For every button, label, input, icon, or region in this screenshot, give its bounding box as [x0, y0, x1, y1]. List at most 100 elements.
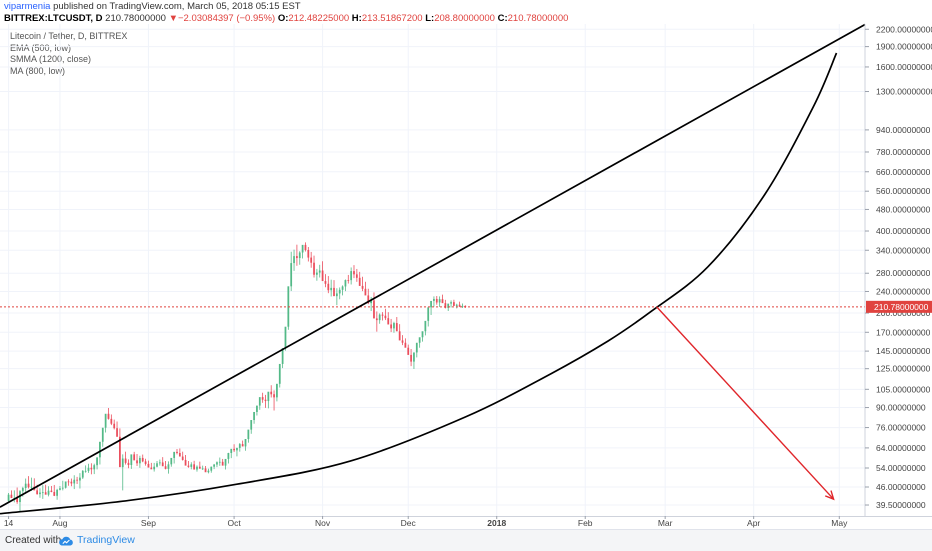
indicator-ma[interactable]: MA (800, low) — [10, 65, 66, 76]
candle-body — [136, 460, 138, 464]
candle-body — [233, 448, 235, 451]
candle-body — [435, 298, 438, 303]
high-label: H: — [351, 13, 362, 24]
x-tick-label: Feb — [578, 518, 593, 528]
price-axis[interactable]: 2200.00000000 1900.00000000 1600.00000000 1… — [865, 24, 932, 510]
y-tick-label: 940.00000000 — [876, 125, 931, 135]
price-chart[interactable]: 2200.00000000 1900.00000000 1600.00000000 1… — [0, 0, 932, 529]
created-with-text: Created with — [5, 535, 62, 546]
y-tick-label: 560.00000000 — [876, 186, 931, 196]
candle-body — [321, 270, 324, 282]
candle-body — [224, 458, 227, 466]
close-label: C: — [497, 13, 508, 24]
candle-body — [127, 462, 130, 465]
candle-body — [87, 467, 90, 471]
candle-body — [327, 283, 330, 291]
tradingview-logo[interactable]: TradingView — [58, 534, 135, 546]
candle-body — [110, 418, 113, 424]
candle-body — [164, 466, 167, 469]
candle-body — [21, 488, 24, 492]
time-axis[interactable]: 14 Aug Sep Oct Nov Dec 2018 Feb Mar Apr May — [4, 516, 848, 528]
candle-body — [10, 494, 13, 499]
candle-body — [141, 457, 144, 462]
symbol-label: BITTREX:LTCUSDT, D — [4, 13, 103, 24]
candle-body — [133, 454, 136, 461]
candle-body — [158, 462, 161, 464]
candle-body — [190, 464, 193, 467]
candle-body — [361, 285, 364, 289]
indicator-smma[interactable]: SMMA (1200, close) — [10, 54, 92, 64]
last-price-tag: 210.78000000 — [866, 300, 932, 313]
candle-body — [184, 459, 187, 466]
y-tick-label: 54.00000000 — [876, 463, 926, 473]
candle-body — [50, 490, 53, 492]
candle-body — [30, 486, 33, 488]
candle-body — [318, 270, 321, 273]
candle-body — [355, 274, 358, 278]
candle-body — [404, 342, 407, 348]
candle-body — [253, 411, 255, 421]
candle-body — [313, 262, 315, 275]
candle-body — [441, 299, 444, 304]
candle-body — [236, 447, 238, 451]
candle-body — [258, 397, 261, 406]
candle-body — [230, 448, 233, 454]
candle-body — [59, 488, 61, 490]
tradingview-brand: TradingView — [77, 534, 135, 546]
y-tick-label: 480.00000000 — [876, 204, 931, 214]
candle-body — [27, 483, 30, 488]
candle-body — [447, 303, 450, 308]
last-price-tag-bg — [866, 300, 932, 313]
candle-body — [347, 280, 350, 281]
candle-body — [267, 391, 270, 402]
candle-body — [47, 490, 50, 495]
candle-body — [261, 397, 264, 400]
candle-body — [39, 492, 41, 495]
footer-bar: Created with TradingView — [0, 529, 932, 551]
candle-body — [324, 281, 327, 284]
candle-body — [438, 299, 441, 303]
candle-body — [210, 466, 213, 471]
x-tick-label: Dec — [401, 518, 417, 528]
open-value: 212.48225000 — [288, 13, 350, 24]
publish-text: published on TradingView.com, March 05, … — [53, 1, 301, 12]
candle-body — [296, 256, 298, 259]
x-tick-label: Aug — [52, 518, 67, 528]
candle-body — [278, 363, 281, 384]
candle-body — [213, 464, 215, 467]
candle-body — [181, 456, 184, 460]
candle-body — [144, 461, 147, 464]
indicator-ema[interactable]: EMA (500, low) — [10, 42, 72, 53]
candle-body — [138, 457, 141, 464]
candle-body — [204, 468, 207, 473]
candle-body — [70, 481, 73, 484]
y-tick-label: 400.00000000 — [876, 226, 931, 236]
candle-body — [284, 326, 287, 349]
y-tick-label: 76.00000000 — [876, 423, 926, 433]
candle-body — [156, 463, 158, 467]
candle-body — [387, 318, 390, 325]
y-tick-label: 46.00000000 — [876, 482, 926, 492]
candle-body — [79, 477, 81, 481]
x-tick-label: Oct — [227, 518, 241, 528]
x-tick-label: Apr — [747, 518, 760, 528]
candle-body — [410, 354, 412, 362]
author-link[interactable]: viparmenia — [4, 1, 51, 12]
candle-body — [364, 288, 367, 296]
x-tick-label: 2018 — [487, 518, 506, 528]
candle-body — [101, 427, 104, 442]
candle-body — [107, 413, 110, 419]
candle-body — [53, 491, 56, 496]
x-tick-label: May — [831, 518, 848, 528]
candle-body — [113, 423, 116, 429]
candle-body — [290, 263, 293, 287]
change-down-arrow-icon: ▼ — [168, 13, 178, 24]
candle-body — [41, 492, 44, 494]
candle-body — [375, 318, 378, 321]
candle-body — [421, 331, 424, 338]
last-price-tag-text: 210.78000000 — [874, 302, 929, 312]
candle-body — [124, 458, 127, 463]
candle-body — [395, 323, 398, 332]
candle-body — [250, 420, 253, 430]
y-tick-label: 39.50000000 — [876, 500, 926, 510]
